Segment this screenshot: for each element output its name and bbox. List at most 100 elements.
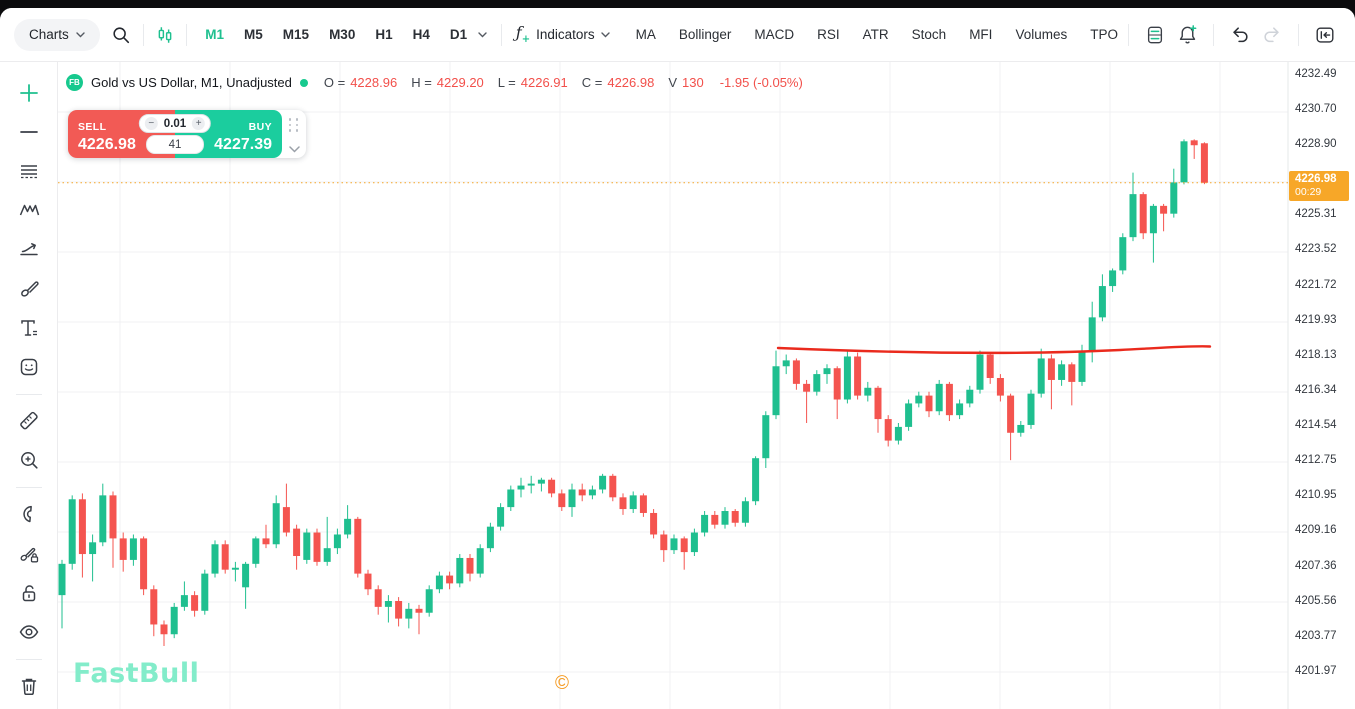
price-tick: 4203.77 — [1295, 629, 1337, 642]
high-value: 4229.20 — [436, 75, 484, 90]
timeframe-m5[interactable]: M5 — [236, 21, 271, 48]
top-toolbar: Charts M1 M5 M15 M30 H1 H4 D1 ƒ+ Indicators MA… — [0, 8, 1355, 62]
indicator-shortcut-macd[interactable]: MACD — [754, 27, 795, 42]
timeframe-h4[interactable]: H4 — [405, 21, 438, 48]
indicator-shortcut-volumes[interactable]: Volumes — [1015, 27, 1068, 42]
charts-menu-button[interactable]: Charts — [14, 18, 100, 51]
indicators-label: Indicators — [536, 27, 595, 42]
layout-panels-icon — [1147, 26, 1163, 43]
pattern-tool[interactable] — [12, 194, 46, 227]
measure-tool[interactable] — [12, 405, 46, 438]
line-icon — [19, 130, 38, 133]
indicator-shortcut-tpo[interactable]: TPO — [1090, 27, 1118, 42]
redo-button[interactable] — [1256, 19, 1288, 51]
divider — [500, 23, 502, 46]
open-label: O = — [323, 75, 346, 90]
change-value: -1.95 (-0.05%) — [719, 75, 803, 90]
symbol-legend[interactable]: FB Gold vs US Dollar, M1, Unadjusted O =… — [66, 74, 803, 91]
timeframe-m15[interactable]: M15 — [275, 21, 317, 48]
indicator-shortcut-bollinger[interactable]: Bollinger — [678, 27, 732, 42]
indicator-shortcut-atr[interactable]: ATR — [862, 27, 889, 42]
search-button[interactable] — [110, 19, 133, 51]
drawing-toolbar — [0, 62, 58, 709]
indicator-shortcut-rsi[interactable]: RSI — [817, 27, 840, 42]
lot-size-stepper: − 0.01 + — [138, 114, 212, 133]
price-tick: 4209.16 — [1295, 524, 1337, 537]
emoji-tool[interactable] — [12, 350, 46, 383]
function-icon: ƒ+ — [515, 23, 531, 46]
chevron-down-icon[interactable] — [288, 146, 300, 153]
text-icon — [20, 320, 37, 336]
price-tick: 4232.49 — [1295, 68, 1337, 80]
trend-line-tool[interactable] — [12, 115, 46, 148]
open-value: 4228.96 — [350, 75, 398, 90]
brush-tool[interactable] — [12, 272, 46, 305]
timeframe-group: M1 M5 M15 M30 H1 H4 D1 — [197, 21, 475, 48]
current-price-label: 4226.98 00:29 — [1289, 170, 1349, 202]
timeframe-d1[interactable]: D1 — [442, 21, 475, 48]
trade-widget-body: SELL 4226.98 BUY 4227.39 − 0.01 + 41 — [68, 110, 282, 158]
divider — [142, 23, 144, 46]
indicator-shortcut-stoch[interactable]: Stoch — [911, 27, 947, 42]
chevron-down-icon — [478, 31, 488, 37]
chart-type-button[interactable] — [154, 19, 177, 51]
unlock-icon — [22, 585, 35, 602]
zoom-in-tool[interactable] — [12, 444, 46, 477]
magnet-icon — [22, 505, 32, 522]
magnet-tool[interactable] — [12, 498, 46, 531]
sell-button[interactable]: SELL 4226.98 — [68, 110, 175, 158]
plus-icon — [19, 83, 38, 102]
price-tick: 4230.70 — [1295, 103, 1337, 115]
projection-tool[interactable] — [12, 233, 46, 266]
price-tick: 4212.75 — [1295, 454, 1337, 467]
ruler-icon — [19, 412, 38, 430]
search-icon — [113, 26, 130, 43]
sell-price: 4226.98 — [78, 135, 136, 153]
timeframe-m1[interactable]: M1 — [197, 21, 232, 48]
low-value: 4226.91 — [520, 75, 568, 90]
timeframe-h1[interactable]: H1 — [367, 21, 400, 48]
lot-increase-button[interactable]: + — [192, 117, 206, 130]
drawing-lock-tool[interactable] — [12, 537, 46, 570]
brush-lock-icon — [20, 547, 38, 563]
divider — [186, 23, 188, 46]
lock-all-tool[interactable] — [12, 576, 46, 609]
divider — [15, 487, 42, 488]
collapse-panel-icon — [1316, 26, 1334, 43]
undo-button[interactable] — [1224, 19, 1256, 51]
fibonacci-tool[interactable] — [12, 154, 46, 187]
layout-button[interactable] — [1139, 19, 1171, 51]
candlestick-chart-icon — [158, 26, 172, 43]
collapse-panel-button[interactable] — [1309, 19, 1341, 51]
trade-widget: SELL 4226.98 BUY 4227.39 − 0.01 + 41 — [68, 110, 306, 158]
high-label: H = — [411, 75, 432, 90]
price-tick: 4218.13 — [1295, 348, 1337, 361]
symbol-logo: FB — [66, 74, 83, 91]
wave-pattern-icon — [19, 204, 39, 216]
low-label: L = — [497, 75, 516, 90]
timeframe-m30[interactable]: M30 — [321, 21, 363, 48]
charts-menu-label: Charts — [29, 27, 69, 42]
drag-handle-icon[interactable] — [288, 118, 300, 132]
hide-drawings-tool[interactable] — [12, 616, 46, 649]
symbol-title: Gold vs US Dollar, M1, Unadjusted — [91, 75, 292, 90]
trade-widget-controls — [282, 110, 306, 158]
crosshair-add-tool[interactable] — [12, 76, 46, 109]
indicators-button[interactable]: ƒ+ Indicators — [512, 23, 614, 46]
sell-label: SELL — [78, 120, 107, 133]
text-tool[interactable] — [12, 311, 46, 344]
chart-area: FB Gold vs US Dollar, M1, Unadjusted O =… — [58, 62, 1355, 709]
price-tick: 4210.95 — [1295, 489, 1337, 502]
price-tick: 4216.34 — [1295, 383, 1337, 396]
remove-drawings-tool[interactable] — [12, 670, 46, 703]
candlestick-chart[interactable] — [58, 62, 1355, 709]
price-tick: 4223.52 — [1295, 243, 1337, 256]
ohlc-readout: O = 4228.96 H = 4229.20 L = 4226.91 C = … — [324, 75, 803, 90]
chart-application: Charts M1 M5 M15 M30 H1 H4 D1 ƒ+ Indicators MA… — [0, 8, 1355, 709]
indicator-shortcut-ma[interactable]: MA — [635, 27, 656, 42]
bar-countdown: 00:29 — [1295, 185, 1322, 198]
indicator-shortcut-mfi[interactable]: MFI — [969, 27, 993, 42]
alerts-button[interactable] — [1171, 19, 1203, 51]
timeframe-more-button[interactable] — [475, 19, 491, 51]
lot-decrease-button[interactable]: − — [144, 117, 158, 130]
